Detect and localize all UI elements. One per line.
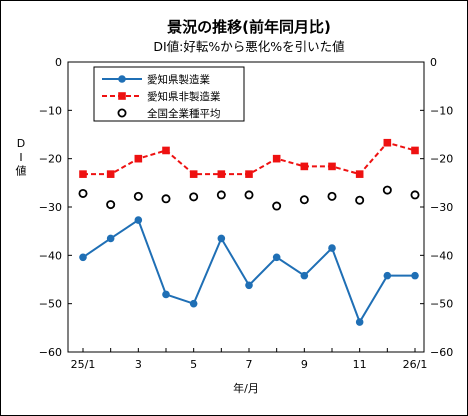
data-point	[383, 138, 392, 147]
y-tick-label-left: −30	[39, 201, 62, 214]
legend-label: 全国全業種平均	[147, 107, 221, 120]
data-point	[383, 271, 392, 280]
y-tick-label-left: 0	[55, 56, 62, 69]
x-tick-label: 26/1	[403, 358, 428, 371]
data-point	[272, 253, 281, 262]
x-tick-label: 7	[246, 358, 253, 371]
y-tick-label-right: −20	[430, 153, 453, 166]
data-point	[245, 170, 253, 178]
data-point	[106, 200, 116, 210]
data-point	[327, 191, 337, 201]
y-tick-label-left: −20	[39, 153, 62, 166]
x-tick-label: 5	[190, 358, 197, 371]
chart-title: 景況の推移(前年同月比)	[167, 18, 331, 36]
data-point	[134, 154, 143, 163]
data-point	[382, 185, 392, 195]
y-tick-label-left: −10	[39, 104, 62, 117]
y-tick-label-right: −60	[430, 346, 453, 359]
data-point	[217, 170, 226, 178]
legend-marker	[117, 108, 127, 118]
y-tick-label-right: −10	[430, 104, 453, 117]
data-point	[300, 162, 309, 171]
data-point	[78, 188, 88, 198]
data-point	[272, 154, 281, 163]
data-point	[411, 271, 419, 280]
data-point	[162, 146, 170, 155]
legend-marker	[118, 92, 126, 100]
series-layer	[78, 138, 420, 326]
x-tick-label: 3	[135, 358, 142, 371]
chart-subtitle: DI値:好転%から悪化%を引いた値	[153, 39, 344, 54]
data-point	[189, 170, 198, 178]
data-point	[162, 290, 170, 299]
legend-label: 愛知県製造業	[147, 73, 210, 86]
y-tick-label-left: −40	[39, 249, 62, 262]
data-point	[216, 190, 226, 200]
data-point	[328, 244, 336, 252]
data-point	[272, 201, 282, 211]
x-axis-label: 年/月	[233, 381, 259, 395]
data-point	[355, 195, 365, 205]
y-tick-label-right: −30	[430, 201, 453, 214]
y-tick-label-right: −40	[430, 249, 453, 262]
data-point	[244, 190, 254, 200]
x-axis-ticks: 25/1 3 5 7 9 11 26/1	[71, 348, 428, 371]
x-tick-label: 11	[353, 358, 367, 371]
data-point	[299, 195, 309, 205]
data-point	[355, 170, 364, 178]
data-point	[328, 162, 336, 171]
data-point	[161, 194, 171, 204]
data-point	[410, 190, 420, 200]
data-point	[217, 234, 226, 243]
x-tick-label: 9	[301, 358, 308, 371]
data-point	[134, 216, 143, 224]
y-tick-label-left: −50	[39, 298, 62, 311]
data-point	[300, 271, 309, 280]
x-tick-label: 25/1	[71, 358, 96, 371]
data-point	[189, 192, 199, 202]
data-point	[355, 318, 364, 326]
legend-label: 愛知県非製造業	[147, 90, 221, 103]
data-point	[245, 281, 253, 290]
y-axis-ticks: 0 0 −10 −10 −20 −20 −30 −30 −40 −40 −50 −50 −60 −60	[39, 56, 453, 359]
data-point	[189, 299, 198, 308]
data-point	[133, 191, 143, 201]
y-tick-label-right: 0	[430, 56, 437, 69]
data-point	[79, 253, 87, 262]
y-tick-label-right: −50	[430, 298, 453, 311]
data-point	[411, 146, 419, 155]
data-point	[79, 170, 87, 178]
data-point	[106, 170, 115, 178]
y-tick-label-left: −60	[39, 346, 62, 359]
data-point	[106, 234, 115, 243]
legend-marker	[118, 75, 126, 83]
